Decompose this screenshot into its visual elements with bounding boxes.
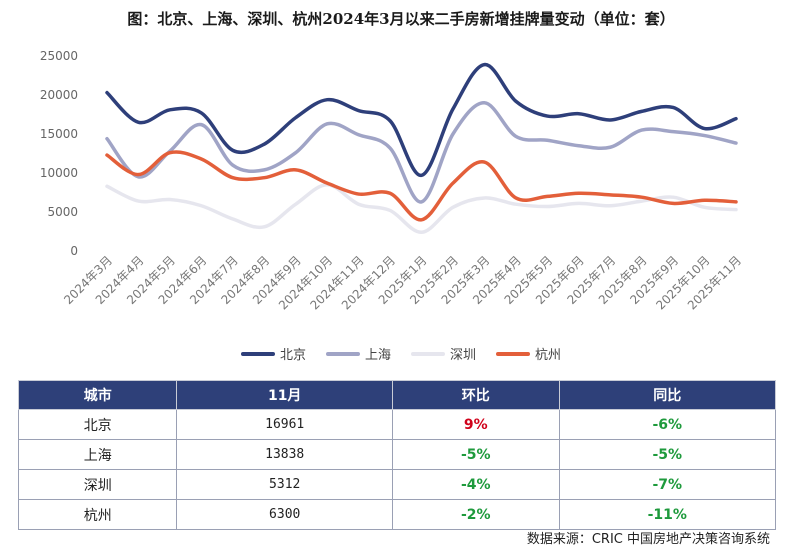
legend-label: 上海 bbox=[364, 348, 391, 363]
cell-mom: 9% bbox=[391, 409, 560, 440]
cell-city: 深圳 bbox=[17, 469, 178, 500]
legend-label: 深圳 bbox=[450, 348, 477, 363]
legend-swatch bbox=[496, 351, 531, 356]
cell-value: 16961 bbox=[176, 409, 393, 440]
header-yoy: 同比 bbox=[558, 380, 777, 410]
table-row: 杭州 6300 -2% -11% bbox=[17, 499, 777, 530]
header-city: 城市 bbox=[17, 380, 178, 410]
header-month: 11月 bbox=[176, 380, 393, 410]
cell-yoy: -6% bbox=[558, 409, 777, 440]
legend-item: 杭州 bbox=[496, 344, 561, 363]
y-tick-label: 5000 bbox=[47, 205, 78, 219]
legend-item: 深圳 bbox=[411, 344, 476, 363]
legend-swatch bbox=[411, 351, 445, 356]
cell-mom: -5% bbox=[391, 439, 560, 470]
legend-swatch bbox=[325, 351, 360, 356]
chart-legend: 北京 上海 深圳 杭州 bbox=[0, 344, 802, 363]
cell-yoy: -7% bbox=[558, 469, 777, 500]
cell-city: 北京 bbox=[17, 409, 178, 440]
cell-yoy: -5% bbox=[558, 439, 777, 470]
line-chart: 05000100001500020000250002024年3月2024年4月2… bbox=[40, 49, 744, 312]
series-line-北京 bbox=[105, 62, 738, 178]
cell-value: 13838 bbox=[176, 439, 393, 470]
table-header-row: 城市 11月 环比 同比 bbox=[17, 380, 777, 410]
table-row: 上海 13838 -5% -5% bbox=[17, 439, 777, 470]
y-tick-label: 10000 bbox=[40, 166, 78, 180]
y-tick-label: 0 bbox=[70, 244, 78, 258]
legend-label: 北京 bbox=[279, 348, 306, 363]
stats-table: 城市 11月 环比 同比 北京 16961 9% -6% 上海 13838 -5… bbox=[17, 380, 777, 530]
source-note: 数据来源：CRIC 中国房地产决策咨询系统 bbox=[526, 532, 770, 547]
cell-yoy: -11% bbox=[558, 499, 777, 530]
legend-swatch bbox=[240, 351, 275, 356]
y-tick-label: 25000 bbox=[40, 49, 78, 63]
legend-label: 杭州 bbox=[535, 348, 562, 363]
series-line-上海 bbox=[105, 101, 738, 204]
table-row: 深圳 5312 -4% -7% bbox=[17, 469, 777, 500]
chart-title: 图：北京、上海、深圳、杭州2024年3月以来二手房新增挂牌量变动（单位：套） bbox=[127, 10, 675, 28]
cell-value: 5312 bbox=[176, 469, 393, 500]
cell-value: 6300 bbox=[176, 499, 393, 530]
cell-city: 上海 bbox=[17, 439, 178, 470]
series-line-深圳 bbox=[105, 182, 738, 235]
cell-mom: -2% bbox=[391, 499, 560, 530]
y-tick-label: 20000 bbox=[40, 88, 78, 102]
legend-item: 上海 bbox=[325, 344, 391, 363]
legend-item: 北京 bbox=[240, 344, 306, 363]
series-line-杭州 bbox=[105, 150, 738, 222]
cell-mom: -4% bbox=[391, 469, 560, 500]
table-row: 北京 16961 9% -6% bbox=[17, 409, 777, 440]
header-mom: 环比 bbox=[391, 380, 560, 410]
y-tick-label: 15000 bbox=[40, 127, 78, 141]
cell-city: 杭州 bbox=[17, 499, 178, 530]
